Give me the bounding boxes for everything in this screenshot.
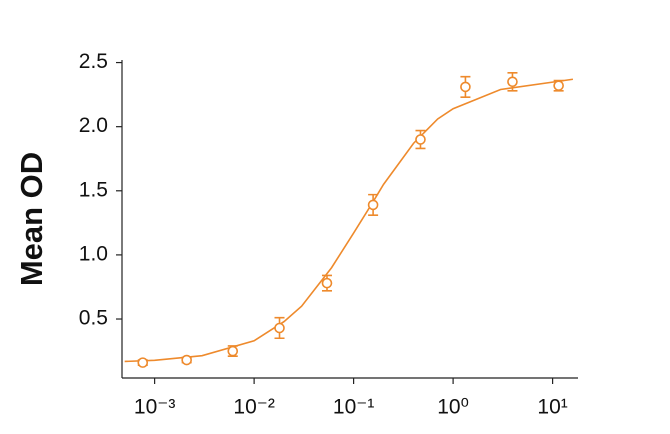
y-tick-label: 2.5 [79, 50, 108, 73]
x-tick-label: 10⁻² [233, 396, 274, 419]
data-point [321, 277, 333, 289]
x-tick-label: 10⁻¹ [333, 396, 374, 419]
y-tick-label: 1.5 [79, 178, 108, 201]
data-point [137, 357, 149, 368]
data-point [227, 345, 239, 357]
data-point [460, 81, 471, 93]
data-point [507, 76, 518, 88]
fit-curve [124, 78, 574, 363]
y-tick-label: 0.5 [79, 307, 108, 330]
data-point [274, 322, 285, 334]
data-point [367, 199, 379, 211]
data-point [553, 80, 564, 91]
data-point [415, 134, 426, 145]
x-tick-label: 10¹ [537, 396, 567, 419]
x-tick-label: 10⁻³ [134, 396, 175, 419]
y-tick-label: 2.0 [79, 114, 108, 137]
x-tick-label: 10⁰ [437, 396, 469, 419]
y-axis-label: Mean OD [14, 152, 49, 286]
y-tick-label: 1.0 [79, 242, 108, 265]
data-point [181, 354, 192, 366]
